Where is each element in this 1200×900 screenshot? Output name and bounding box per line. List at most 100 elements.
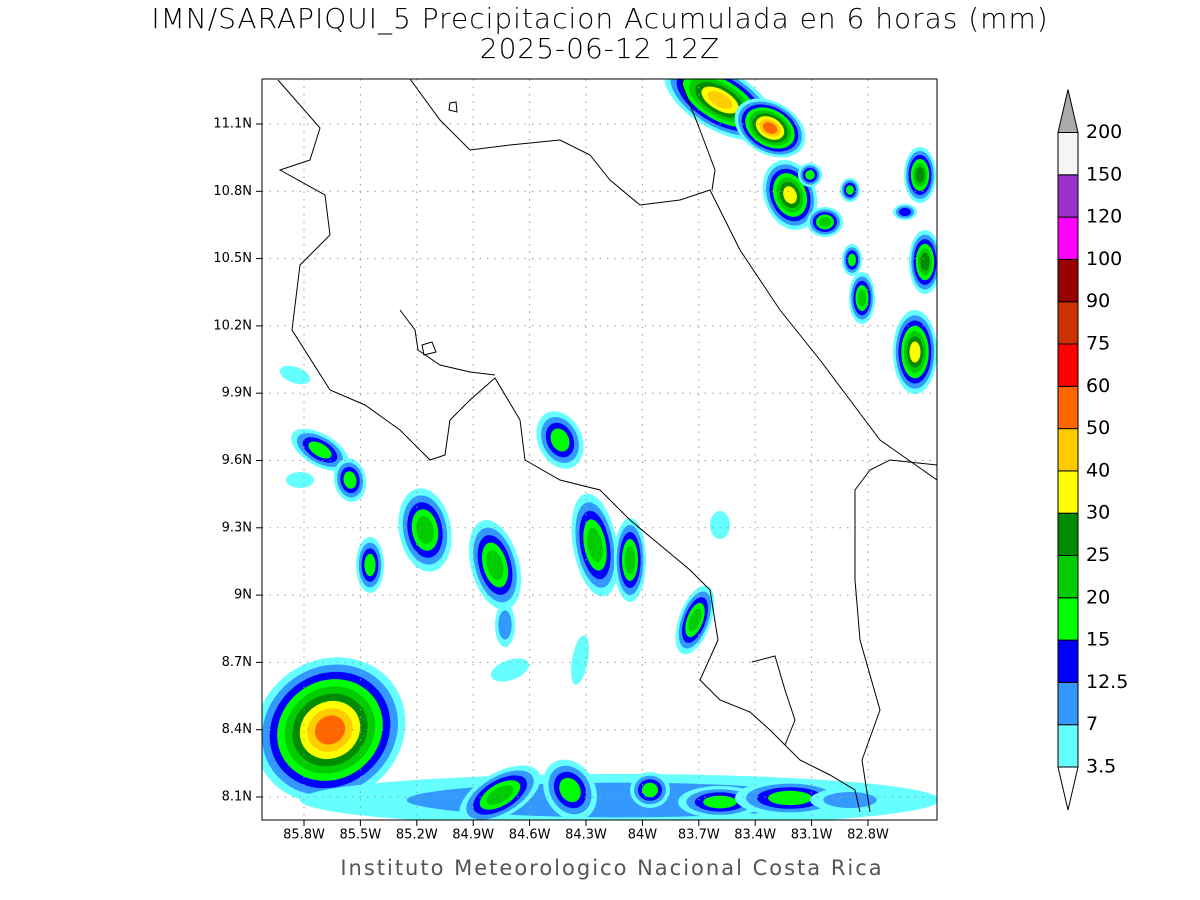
colorbar-segment: [1057, 301, 1079, 345]
colorbar-segment: [1057, 174, 1079, 218]
rain-area: [857, 289, 867, 307]
rain-area: [559, 777, 581, 803]
colorbar-label: 25: [1086, 544, 1110, 566]
y-tick-label: 8.1N: [222, 790, 252, 805]
rain-area: [703, 795, 737, 809]
colorbar-segment: [1057, 343, 1079, 387]
colorbar-label: 200: [1086, 121, 1122, 143]
rain-area: [899, 208, 911, 216]
rain-area: [308, 441, 332, 459]
x-tick-label: 84.9W: [452, 828, 494, 843]
coastline: [277, 79, 861, 813]
rain-area: [490, 658, 530, 682]
y-tick-label: 10.5N: [213, 251, 252, 266]
x-tick-label: 85.2W: [396, 828, 438, 843]
x-tick-label: 83.1W: [791, 828, 833, 843]
rain-area: [286, 472, 314, 488]
grid: [256, 79, 937, 826]
colorbar-label: 120: [1086, 206, 1122, 228]
colorbar-segment: [1057, 681, 1079, 726]
colorbar-label: 12.5: [1086, 671, 1128, 693]
footer: Instituto Meteorologico Nacional Costa R…: [340, 856, 883, 880]
colorbar-label: 75: [1086, 333, 1110, 355]
x-tick-label: 83.4W: [734, 828, 776, 843]
x-tick-label: 85.8W: [283, 828, 325, 843]
colorbar-label: 3.5: [1086, 756, 1116, 778]
colorbar-label: 90: [1086, 290, 1110, 312]
rain-area: [920, 252, 930, 272]
colorbar-label: 7: [1086, 713, 1098, 735]
rain-area: [762, 122, 778, 134]
rain-area: [486, 785, 514, 805]
colorbar-segment: [1057, 597, 1079, 641]
rain-area: [571, 635, 589, 685]
colorbar-segment: [1057, 258, 1079, 303]
border: [854, 459, 937, 813]
y-tick-label: 10.8N: [213, 184, 252, 199]
colorbar-segment: [1057, 512, 1079, 557]
rain-area: [805, 170, 815, 180]
y-tick-label: 11.1N: [213, 117, 252, 132]
y-tick-label: 10.2N: [213, 318, 252, 333]
colorbar-label: 150: [1086, 163, 1122, 185]
colorbar-label: 20: [1086, 586, 1110, 608]
title: IMN/SARAPIQUI_5 Precipitacion Acumulada …: [151, 2, 1048, 36]
y-tick-label: 9.9N: [222, 386, 252, 401]
colorbar-label: 60: [1086, 375, 1110, 397]
colorbar-over: [1057, 89, 1079, 133]
rain-area: [624, 546, 636, 574]
rain-area: [783, 186, 797, 204]
colorbar-segment: [1057, 216, 1079, 260]
coastline: [679, 79, 716, 191]
y-tick-label: 9.3N: [222, 520, 252, 535]
y-tick-label: 8.7N: [222, 655, 252, 670]
rain-area: [279, 365, 311, 385]
rain-area: [823, 792, 877, 808]
y-tick-label: 9N: [234, 588, 252, 603]
rain-area: [343, 471, 357, 489]
rain-area: [642, 782, 658, 798]
y-tick-label: 8.4N: [222, 722, 252, 737]
colorbar-label: 100: [1086, 248, 1122, 270]
coastline: [399, 309, 496, 376]
colorbar-label: 50: [1086, 417, 1110, 439]
coastlines: [277, 79, 937, 813]
rain-area: [819, 217, 831, 227]
rain-area: [587, 527, 603, 563]
colorbar-segment: [1057, 555, 1079, 599]
rain-area: [688, 608, 702, 632]
colorbar-label: 30: [1086, 502, 1110, 524]
colorbar-segment: [1057, 428, 1079, 472]
colorbar-segment: [1057, 639, 1079, 683]
map-frame: [261, 78, 938, 821]
rain-area: [707, 91, 733, 109]
rain-area: [416, 516, 434, 544]
x-tick-label: 84W: [628, 828, 658, 843]
rain-area: [498, 610, 512, 640]
x-tick-label: 83.7W: [678, 828, 720, 843]
rain-area: [846, 185, 854, 195]
colorbar-segment: [1057, 470, 1079, 514]
rain-area: [848, 253, 856, 267]
colorbar-label: 40: [1086, 459, 1110, 481]
x-tick-label: 85.5W: [339, 828, 381, 843]
colorbar-segment: [1057, 724, 1079, 768]
y-tick-label: 9.6N: [222, 453, 252, 468]
rain-area: [915, 167, 925, 183]
x-tick-label: 82.8W: [847, 828, 889, 843]
precipitation: [262, 79, 937, 820]
colorbar-under: [1057, 766, 1079, 811]
rain-area: [768, 790, 812, 806]
colorbar-segment: [1057, 132, 1079, 176]
colorbar-segment: [1057, 385, 1079, 430]
rain-area: [550, 428, 570, 452]
colorbar-label: 15: [1086, 629, 1110, 651]
rain-area: [909, 341, 921, 363]
rain-area: [364, 553, 376, 577]
x-tick-label: 84.3W: [565, 828, 607, 843]
lake: [421, 101, 458, 356]
border: [409, 79, 937, 481]
coastline: [751, 655, 796, 746]
rain-area: [710, 511, 730, 539]
